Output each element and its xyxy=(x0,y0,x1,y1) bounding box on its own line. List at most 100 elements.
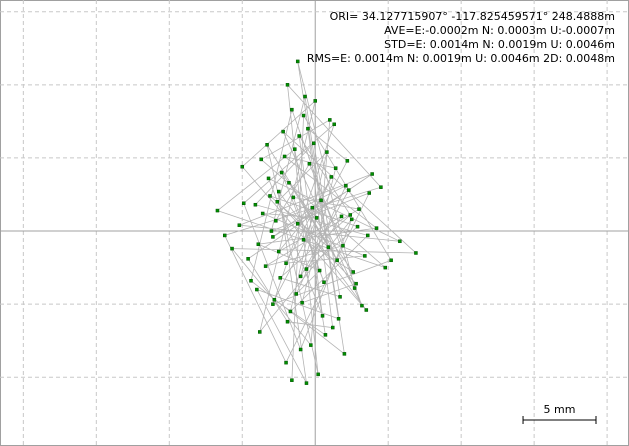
point xyxy=(295,221,300,226)
point xyxy=(333,166,338,170)
point xyxy=(284,360,288,365)
point xyxy=(269,229,274,233)
point xyxy=(304,381,309,385)
stats-text: AVE=E:-0.0002m N: 0.0003m U:-0.0007m xyxy=(384,24,615,37)
point xyxy=(260,211,265,216)
point xyxy=(317,268,322,273)
point xyxy=(336,317,341,321)
point xyxy=(344,183,348,188)
point xyxy=(342,352,347,356)
point xyxy=(271,302,275,306)
point xyxy=(326,245,331,249)
point xyxy=(285,83,290,87)
point xyxy=(276,189,281,194)
point xyxy=(222,233,227,238)
point xyxy=(322,280,326,284)
point xyxy=(398,239,402,244)
point xyxy=(215,208,220,213)
point xyxy=(325,150,329,154)
point xyxy=(383,265,388,270)
point xyxy=(290,107,294,112)
point xyxy=(312,141,316,146)
stats-text: RMS=E: 0.0014m N: 0.0019m U: 0.0046m 2D:… xyxy=(307,52,615,65)
point xyxy=(301,113,306,118)
point xyxy=(339,214,344,219)
point xyxy=(293,147,297,151)
point xyxy=(285,319,290,324)
point xyxy=(237,223,242,227)
point xyxy=(313,99,317,103)
point xyxy=(335,258,339,263)
point xyxy=(341,243,345,248)
point xyxy=(314,216,319,220)
point xyxy=(370,172,374,176)
point xyxy=(374,226,379,230)
point xyxy=(309,343,313,347)
point xyxy=(287,181,291,185)
point xyxy=(304,267,309,271)
point xyxy=(272,298,277,302)
point xyxy=(291,195,296,200)
point xyxy=(274,219,278,223)
point xyxy=(256,242,261,246)
point xyxy=(345,159,350,163)
point xyxy=(347,188,351,192)
track-line xyxy=(216,61,417,384)
point xyxy=(271,235,275,239)
point xyxy=(306,126,310,131)
point xyxy=(279,170,284,175)
point xyxy=(263,264,268,268)
point xyxy=(290,378,294,382)
point xyxy=(351,270,355,274)
point xyxy=(379,185,383,189)
point xyxy=(338,295,342,299)
point xyxy=(266,176,271,181)
point xyxy=(348,213,353,217)
point xyxy=(298,347,303,352)
point xyxy=(316,372,320,377)
point xyxy=(298,274,303,279)
point xyxy=(303,94,307,99)
point xyxy=(307,162,312,166)
point xyxy=(294,292,299,296)
point xyxy=(288,309,293,314)
point xyxy=(284,261,288,265)
point xyxy=(282,154,287,159)
point xyxy=(240,164,245,169)
point xyxy=(310,205,315,210)
point xyxy=(355,224,360,229)
point xyxy=(255,287,259,292)
point xyxy=(329,175,334,179)
point xyxy=(301,238,306,242)
point xyxy=(241,201,246,206)
point xyxy=(281,129,285,134)
point xyxy=(258,330,262,334)
point xyxy=(278,276,282,280)
point xyxy=(349,217,354,222)
point xyxy=(246,257,250,261)
point xyxy=(300,300,304,305)
point xyxy=(414,251,418,255)
point xyxy=(360,303,364,308)
point xyxy=(363,254,367,258)
point xyxy=(265,143,269,147)
point xyxy=(320,314,325,318)
point xyxy=(268,194,272,198)
point xyxy=(389,258,393,263)
stats-text: ORI= 34.127715907° -117.825459571° 248.4… xyxy=(330,10,615,23)
point xyxy=(357,207,361,211)
scale-label: 5 mm xyxy=(544,403,576,416)
stats-text: STD=E: 0.0014m N: 0.0019m U: 0.0046m xyxy=(384,38,615,51)
point xyxy=(366,233,370,238)
point xyxy=(295,59,300,64)
point xyxy=(249,279,253,283)
point xyxy=(253,202,258,207)
point xyxy=(319,198,323,203)
point xyxy=(352,286,357,290)
point xyxy=(275,200,280,204)
point xyxy=(230,246,234,251)
point xyxy=(297,134,301,138)
point xyxy=(367,191,371,195)
